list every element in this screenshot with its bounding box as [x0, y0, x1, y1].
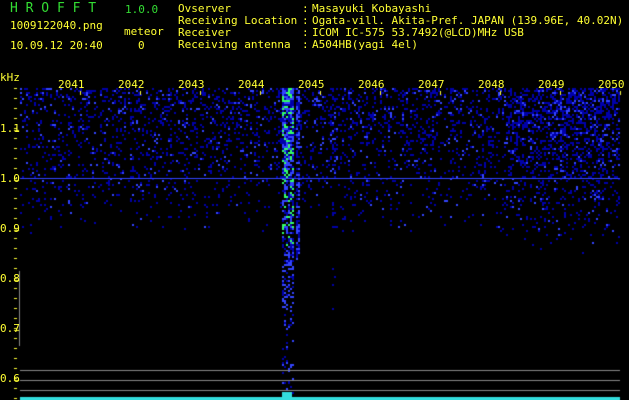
x-tick-label: 2050: [598, 78, 625, 91]
x-tick-label: 2045: [298, 78, 325, 91]
x-tick-label: 2048: [478, 78, 505, 91]
y-tick-label: 1.0: [0, 172, 20, 185]
info-label: Receiving Location: [178, 14, 298, 27]
info-sep: :: [302, 2, 309, 15]
app-name: H R O F F T: [10, 1, 97, 16]
info-label: Ovserver: [178, 2, 231, 15]
meteor-label: meteor: [124, 25, 164, 38]
file-datetime: 10.09.12 20:40: [10, 39, 103, 52]
x-tick-label: 2049: [538, 78, 565, 91]
app-version: 1.0.0: [125, 3, 159, 16]
info-value: ICOM IC-575 53.7492(@LCD)MHz USB: [312, 26, 524, 39]
info-label: Receiver: [178, 26, 231, 39]
x-tick-label: 2041: [58, 78, 85, 91]
info-sep: :: [302, 14, 309, 27]
info-sep: :: [302, 38, 309, 51]
info-label: Receiving antenna: [178, 38, 291, 51]
y-tick-label: 0.6: [0, 372, 20, 385]
x-tick-label: 2044: [238, 78, 265, 91]
y-tick-label: 0.7: [0, 322, 20, 335]
x-tick-label: 2047: [418, 78, 445, 91]
info-sep: :: [302, 26, 309, 39]
y-tick-label: 0.9: [0, 222, 20, 235]
x-tick-label: 2046: [358, 78, 385, 91]
file-name: 1009122040.png: [10, 19, 103, 32]
info-value: Ogata-vill. Akita-Pref. JAPAN (139.96E, …: [312, 14, 624, 27]
y-tick-label: 0.8: [0, 272, 20, 285]
y-tick-label: 1.1: [0, 122, 20, 135]
meteor-count: 0: [138, 39, 145, 52]
x-tick-label: 2043: [178, 78, 205, 91]
info-value: Masayuki Kobayashi: [312, 2, 432, 15]
x-tick-label: 2042: [118, 78, 145, 91]
y-unit-label: kHz: [0, 71, 20, 84]
info-value: A504HB(yagi 4el): [312, 38, 418, 51]
